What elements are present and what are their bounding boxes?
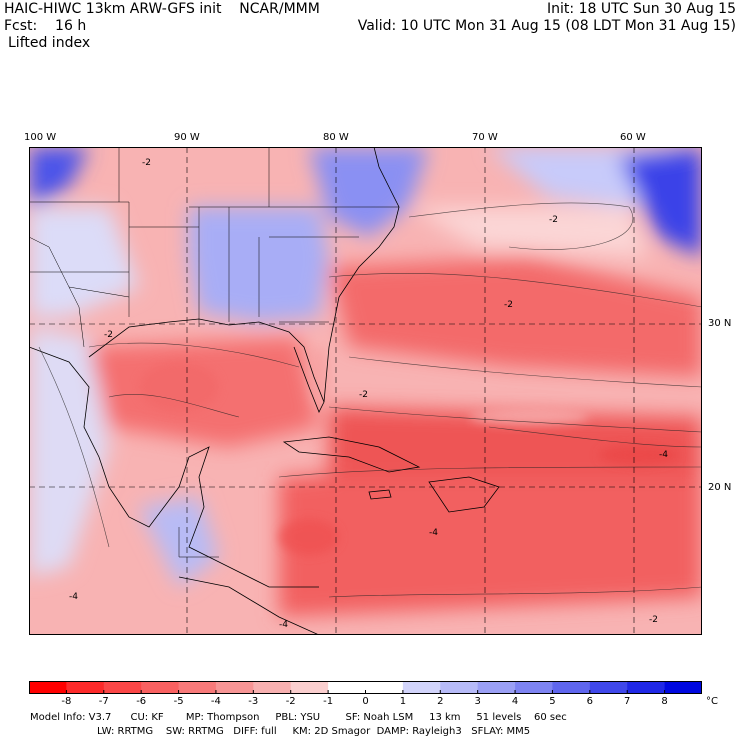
colorbar-swatch	[440, 681, 479, 694]
contour-label: -2	[549, 215, 558, 225]
colorbar-tick-label: 0	[362, 696, 369, 707]
colorbar-tick-label: -2	[285, 696, 296, 707]
colorbar-tick-label: 8	[661, 696, 668, 707]
unstable-region-atlantic-band	[329, 257, 702, 377]
lon-label-100w: 100 W	[24, 132, 57, 143]
contour-label: -2	[359, 390, 368, 400]
stable-region-northwest	[29, 147, 89, 207]
stable-region-mid-atlantic	[309, 147, 429, 237]
border-guatemala	[178, 527, 219, 558]
stable-region-texas	[29, 207, 139, 317]
graticule	[29, 147, 702, 635]
coastline-hispaniola	[428, 476, 500, 513]
coastline-central-america	[178, 576, 320, 635]
forecast-hour: Fcst: 16 h	[4, 18, 87, 34]
contour-label: -4	[429, 528, 438, 538]
unstable-core-2	[279, 519, 339, 555]
init-time: Init: 18 UTC Sun 30 Aug 15	[547, 1, 736, 17]
contour-1	[88, 342, 300, 368]
lifted-index-map: -2 -2 -2 -4 -4 -4 -2 -2 -4 -2	[29, 147, 702, 635]
map-frame	[29, 147, 702, 635]
contour-label: -4	[659, 450, 668, 460]
colorbar-tick-label: -8	[61, 696, 72, 707]
contours	[38, 202, 702, 598]
colorbar-swatch	[365, 681, 404, 694]
colorbar-tick-label: 4	[511, 696, 519, 707]
border-mexico	[29, 236, 85, 348]
contour-label: -2	[649, 615, 658, 625]
valid-time: Valid: 10 UTC Mon 31 Aug 15 (08 LDT Mon …	[357, 18, 736, 34]
colorbar-tick-label: 1	[399, 696, 407, 707]
colorbar-tick-label: -3	[248, 696, 259, 707]
model-title: HAIC-HIWC 13km ARW-GFS init NCAR/MMM	[4, 1, 320, 17]
colorbar-swatch	[178, 681, 217, 694]
colorbar-swatch	[589, 681, 628, 694]
colorbar-swatch	[402, 681, 441, 694]
contour-label: -2	[142, 158, 151, 168]
stable-region-east	[619, 147, 702, 257]
neutral-region-atlantic	[409, 207, 649, 257]
contour-5	[488, 426, 702, 448]
colorbar-swatch	[29, 681, 67, 694]
model-info-line1: Model Info: V3.7 CU: KF MP: Thompson PBL…	[30, 712, 567, 723]
field-detail	[139, 347, 679, 555]
colorbar-swatch	[552, 681, 591, 694]
colorbar-swatch	[328, 681, 366, 694]
colorbar-swatch	[66, 681, 105, 694]
model-info-line2: LW: RRTMG SW: RRTMG DIFF: full KM: 2D Sm…	[97, 726, 531, 737]
state-borders	[29, 147, 399, 558]
colorbar-tick-label: -7	[98, 696, 109, 707]
lat-label-20n: 20 N	[708, 482, 732, 493]
lon-label-80w: 80 W	[323, 132, 349, 143]
contour-6	[278, 466, 702, 478]
colorbar-swatch	[477, 681, 516, 694]
colorbar-swatch	[515, 681, 553, 694]
unstable-core-3	[469, 409, 589, 425]
colorbar-tick-label: 3	[474, 696, 481, 707]
contour-label: -4	[279, 620, 288, 630]
contour-label: -2	[104, 330, 113, 340]
contour-9	[108, 394, 240, 418]
colorbar-tick-label: 5	[549, 696, 556, 707]
colorbar-tick-label: 2	[437, 696, 444, 707]
colorbar-swatch	[253, 681, 292, 694]
colorbar-tick-label: -1	[323, 696, 334, 707]
coastline-atlantic	[323, 147, 400, 403]
lon-label-70w: 70 W	[472, 132, 498, 143]
lat-label-30n: 30 N	[708, 318, 732, 329]
contour-label: -4	[69, 592, 78, 602]
coastline-jamaica	[368, 489, 392, 500]
contour-label: -2	[504, 300, 513, 310]
border-10	[68, 286, 130, 298]
lon-label-90w: 90 W	[174, 132, 200, 143]
border-1	[29, 201, 199, 228]
colorbar-tick-label: 6	[586, 696, 593, 707]
colorbar-unit: °C	[706, 696, 718, 707]
colorbar-swatch	[141, 681, 180, 694]
contour-8	[408, 202, 634, 250]
lon-label-60w: 60 W	[620, 132, 646, 143]
colorbar-swatch	[103, 681, 142, 694]
stable-patch-florida	[309, 347, 329, 407]
unstable-core-4	[139, 362, 219, 412]
contour-2	[328, 272, 702, 308]
colorbar-tick-label: 7	[624, 696, 631, 707]
colorbar-tick-label: -6	[136, 696, 147, 707]
field-name: Lifted index	[8, 35, 91, 51]
colorbar-swatch	[627, 681, 666, 694]
colorbar	[29, 681, 702, 694]
contour-labels: -2 -2 -2 -4 -4 -4 -2 -2 -4 -2	[69, 158, 668, 630]
colorbar-tick-label: -5	[173, 696, 184, 707]
colorbar-swatch	[215, 681, 254, 694]
contour-7	[328, 586, 702, 598]
colorbar-tick-label: -4	[210, 696, 221, 707]
colorbar-swatch	[290, 681, 329, 694]
colorbar-swatch	[664, 681, 702, 694]
unstable-region-caribbean	[279, 447, 702, 617]
contour-4	[328, 406, 702, 433]
contour-10	[38, 346, 110, 548]
coastline-us-gulf	[88, 318, 325, 413]
contour-3	[348, 356, 702, 388]
unstable-core-1	[599, 445, 679, 465]
